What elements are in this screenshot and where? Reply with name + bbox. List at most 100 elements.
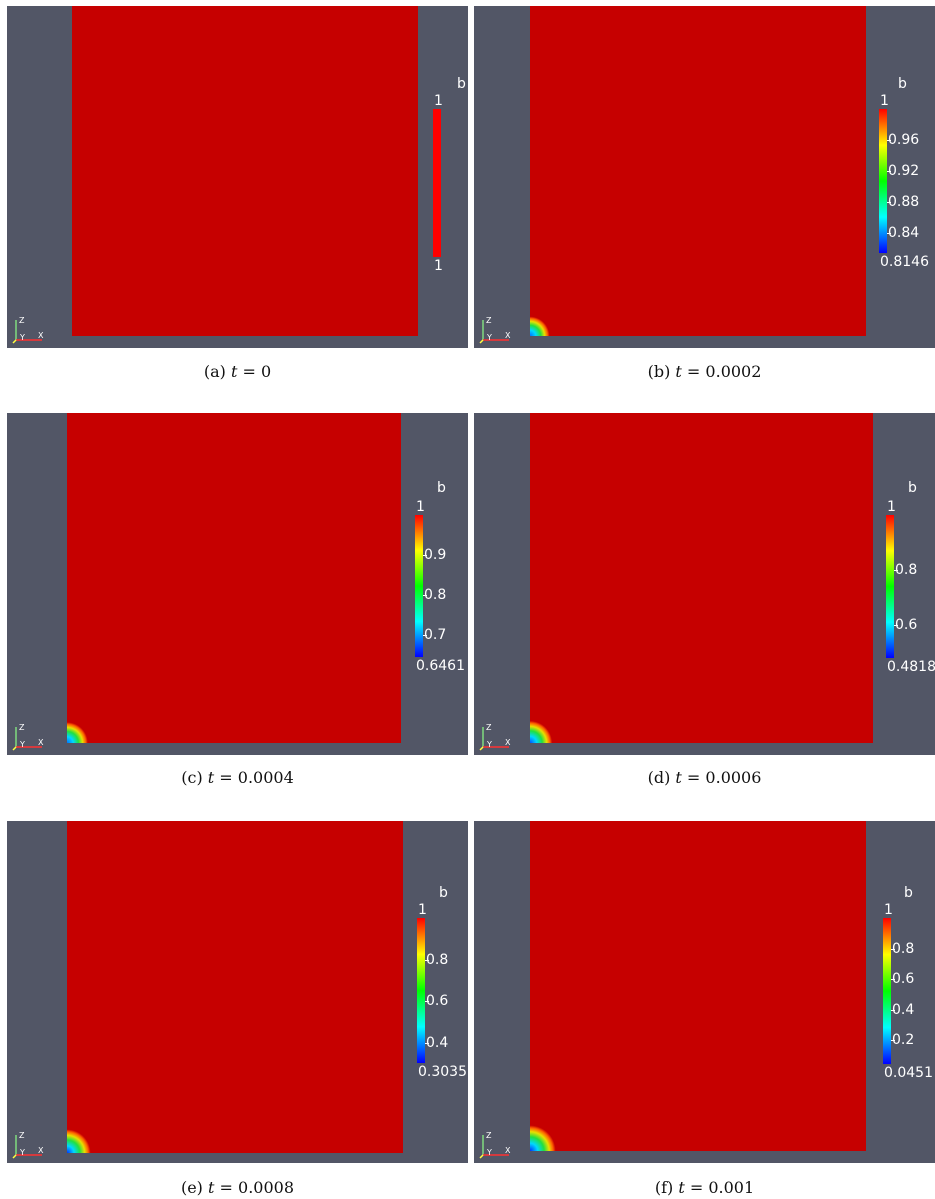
colorbar-tick-label: 0.84 <box>888 225 920 242</box>
colorbar-tick <box>887 202 891 204</box>
svg-text:X: X <box>505 738 511 747</box>
colorbar-tick-label: 0.6 <box>895 617 918 634</box>
colorbar-tick-label: 0.6 <box>426 993 449 1010</box>
caption-variable: t <box>675 362 682 381</box>
colorbar-tick-label: 0.4 <box>892 1001 915 1018</box>
caption-value: = 0.0002 <box>681 362 762 381</box>
colorbar-min-label: 0.4818 <box>887 659 935 675</box>
corner-gradient <box>530 1111 570 1151</box>
colorbar-tick-label: 0.4 <box>426 1034 449 1051</box>
svg-text:X: X <box>505 331 511 340</box>
caption-variable: t <box>230 362 238 381</box>
colorbar-max-label: 1 <box>884 902 893 918</box>
panel-caption: (f) t = 0.001 <box>474 1178 935 1197</box>
panel-caption: (c) t = 0.0004 <box>7 768 468 787</box>
svg-text:Y: Y <box>19 333 25 342</box>
colorbar-min-label: 1 <box>434 258 443 274</box>
colorbar-title: b <box>904 885 913 901</box>
caption-value: = 0.0006 <box>681 768 762 787</box>
svg-text:X: X <box>505 1146 511 1155</box>
colorbar <box>879 109 887 253</box>
svg-text:Z: Z <box>19 723 25 732</box>
colorbar-tick-label: 0.8 <box>424 587 447 604</box>
colorbar-tick-label: 0.8 <box>426 951 449 968</box>
caption-label: (c) <box>181 768 208 787</box>
panel-caption: (a) t = 0 <box>7 362 468 381</box>
colorbar-tick <box>887 233 891 235</box>
colorbar-min-label: 0.6461 <box>416 658 465 674</box>
colorbar-tick <box>894 625 898 627</box>
plot-panel: b 1 0.8146 0.96 0.92 0.88 0.84 Z Y X <box>474 6 935 348</box>
plot-panel: b 1 0.4818 0.8 0.6 Z Y X <box>474 413 935 755</box>
svg-text:X: X <box>38 1146 44 1155</box>
colorbar-title: b <box>437 480 446 496</box>
colorbar-tick <box>423 635 427 637</box>
colorbar-tick-label: 0.96 <box>888 132 920 149</box>
axes-triad-icon: ZY X <box>12 1131 44 1159</box>
corner-gradient <box>530 296 570 336</box>
svg-text:X: X <box>38 331 44 340</box>
colorbar <box>417 918 425 1063</box>
svg-text:Y: Y <box>19 1148 25 1157</box>
caption-label: (d) <box>647 768 676 787</box>
svg-text:Y: Y <box>486 333 492 342</box>
caption-variable: t <box>678 1178 685 1197</box>
field-domain <box>530 413 873 743</box>
colorbar-tick-label: 0.6 <box>892 971 915 988</box>
colorbar-max-label: 1 <box>418 902 427 918</box>
colorbar-tick <box>423 595 427 597</box>
caption-value: = 0 <box>237 362 272 381</box>
field-domain <box>72 6 418 336</box>
caption-label: (b) <box>647 362 676 381</box>
corner-gradient <box>67 703 107 743</box>
caption-value: = 0.0004 <box>214 768 294 787</box>
svg-text:Z: Z <box>486 723 492 732</box>
colorbar-tick <box>891 979 895 981</box>
caption-variable: t <box>208 1178 215 1197</box>
colorbar-tick-label: 0.7 <box>424 627 447 644</box>
colorbar-max-label: 1 <box>434 93 443 109</box>
caption-label: (a) <box>203 362 231 381</box>
colorbar-tick-label: 0.2 <box>892 1032 915 1049</box>
field-domain <box>530 6 866 336</box>
colorbar-max-label: 1 <box>887 499 896 515</box>
svg-text:Y: Y <box>19 740 25 749</box>
axes-triad-icon: ZY X <box>12 316 44 344</box>
colorbar-min-label: 0.3035 <box>418 1064 467 1080</box>
panel-caption: (d) t = 0.0006 <box>474 768 935 787</box>
colorbar-tick-label: 0.8 <box>895 562 918 579</box>
svg-text:X: X <box>38 738 44 747</box>
panel-caption: (b) t = 0.0002 <box>474 362 935 381</box>
svg-text:Y: Y <box>486 740 492 749</box>
colorbar-min-label: 0.8146 <box>880 254 929 270</box>
colorbar <box>886 515 894 658</box>
colorbar-tick <box>891 1009 895 1011</box>
colorbar <box>433 109 441 257</box>
caption-label: (e) <box>180 1178 209 1197</box>
colorbar-tick <box>425 1042 429 1044</box>
colorbar <box>415 515 423 657</box>
axes-triad-icon: ZY X <box>12 723 44 751</box>
colorbar-max-label: 1 <box>416 499 425 515</box>
colorbar-min-label: 0.0451 <box>884 1065 933 1081</box>
svg-text:Z: Z <box>19 1131 25 1140</box>
colorbar-tick <box>425 959 429 961</box>
colorbar <box>883 918 891 1064</box>
colorbar-tick-label: 0.88 <box>888 194 920 211</box>
caption-value: = 0.001 <box>684 1178 755 1197</box>
caption-value: = 0.0008 <box>214 1178 295 1197</box>
plot-panel: b 1 0.3035 0.8 0.6 0.4 Z Y X <box>7 821 468 1163</box>
field-domain <box>530 821 866 1151</box>
plot-panel: b 1 0.0451 0.8 0.6 0.4 0.2 Z Y X <box>474 821 935 1163</box>
field-domain <box>67 821 403 1153</box>
colorbar-tick <box>891 1040 895 1042</box>
corner-gradient <box>67 1113 107 1153</box>
axes-triad-icon: ZY X <box>479 723 511 751</box>
svg-text:Z: Z <box>19 316 25 325</box>
colorbar-title: b <box>439 885 448 901</box>
colorbar-title: b <box>908 480 917 496</box>
colorbar-tick-label: 0.92 <box>888 163 920 180</box>
axes-triad-icon: ZY X <box>479 1131 511 1159</box>
caption-variable: t <box>675 768 682 787</box>
